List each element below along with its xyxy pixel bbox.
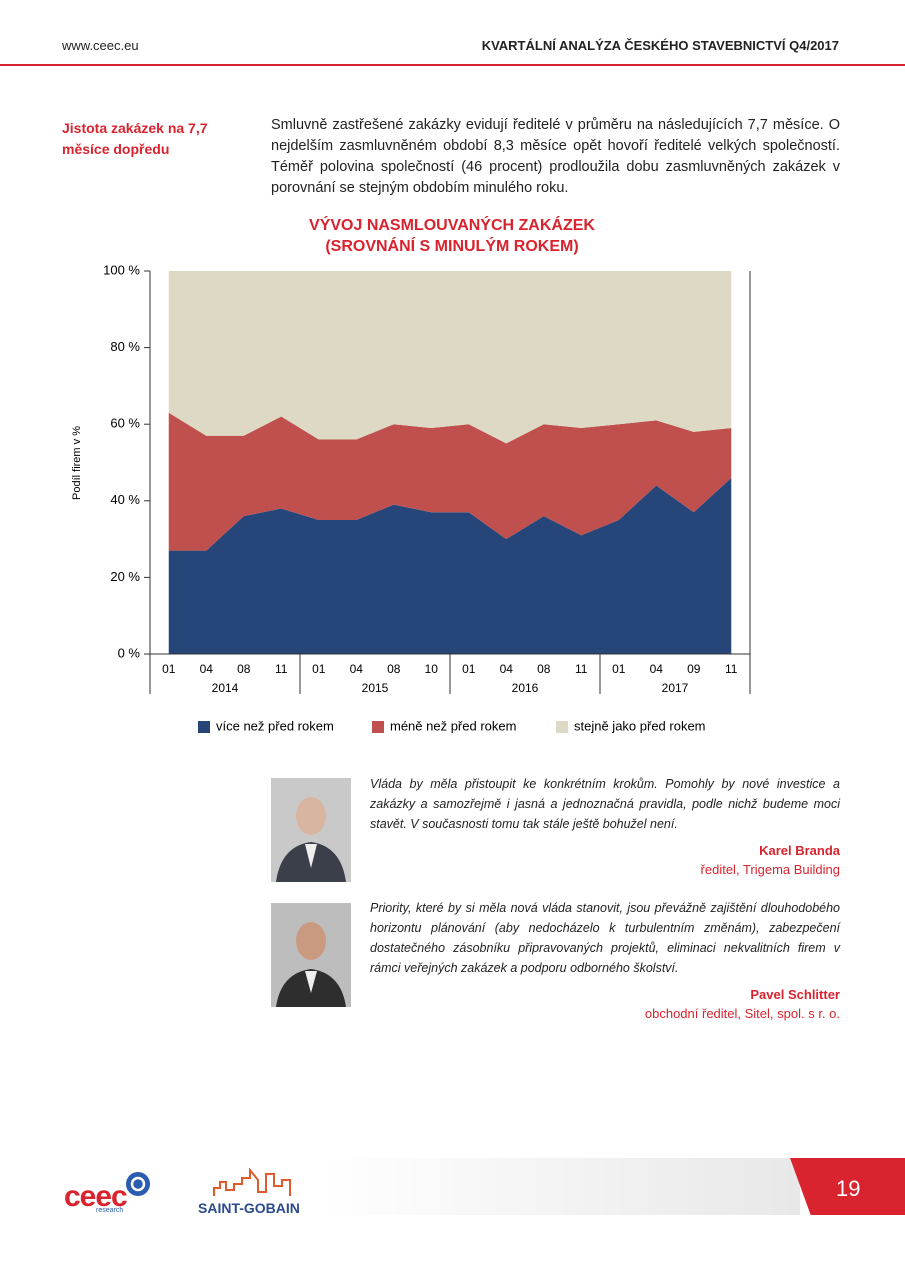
quote-role: obchodní ředitel, Sitel, spol. s r. o. — [644, 1006, 840, 1021]
y-axis-label: Podíl firem v % — [71, 426, 83, 500]
y-tick-label: 20 % — [110, 569, 140, 584]
legend-label: méně než před rokem — [390, 718, 516, 733]
chart-subtitle: (SROVNÁNÍ S MINULÝM ROKEM) — [325, 236, 578, 255]
portrait-photo — [271, 903, 351, 1007]
ceec-logo: ceec — [64, 1180, 128, 1213]
x-tick-label: 08 — [537, 662, 551, 676]
y-tick-label: 60 % — [110, 416, 140, 431]
site-url: www.ceec.eu — [62, 38, 139, 53]
y-tick-label: 100 % — [103, 262, 140, 277]
x-tick-label: 11 — [725, 662, 738, 676]
x-tick-label: 10 — [425, 662, 439, 676]
y-tick-label: 0 % — [118, 645, 141, 660]
quote-author: Karel Branda — [759, 843, 840, 858]
partner-logo: SAINT-GOBAIN — [198, 1200, 300, 1216]
partner-logo-mark — [213, 1168, 291, 1196]
chart: VÝVOJ NASMLOUVANÝCH ZAKÁZEK (SROVNÁNÍ S … — [71, 215, 751, 733]
page-box — [790, 1158, 905, 1215]
year-label: 2015 — [362, 681, 389, 695]
x-tick-label: 08 — [237, 662, 251, 676]
legend-swatch — [372, 721, 384, 733]
x-tick-label: 04 — [500, 662, 514, 676]
x-tick-label: 01 — [612, 662, 626, 676]
quote-text: Vláda by měla přistoupit ke konkrétním k… — [370, 777, 840, 831]
area — [168, 412, 732, 551]
area — [168, 477, 732, 654]
ceec-logo-sub: research — [96, 1207, 124, 1214]
footer-band — [320, 1158, 800, 1215]
section-heading: Jistota zakázek na 7,7 měsíce dopředu — [62, 120, 208, 157]
legend-swatch — [198, 721, 210, 733]
x-tick-label: 01 — [462, 662, 476, 676]
legend-swatch — [556, 721, 568, 733]
legend-label: stejně jako před rokem — [574, 718, 706, 733]
x-tick-label: 01 — [312, 662, 326, 676]
x-tick-label: 11 — [275, 662, 288, 676]
quote-author: Pavel Schlitter — [750, 987, 840, 1002]
ceec-logo-mark — [126, 1172, 150, 1196]
header-title: KVARTÁLNÍ ANALÝZA ČESKÉHO STAVEBNICTVÍ Q… — [481, 38, 839, 53]
year-label: 2017 — [662, 681, 689, 695]
legend-label: více než před rokem — [216, 718, 334, 733]
portrait-photo — [271, 778, 351, 882]
x-tick-label: 01 — [162, 662, 176, 676]
x-tick-label: 08 — [387, 662, 401, 676]
paragraph: Smluvně zastřešené zakázky evidují ředit… — [271, 117, 840, 196]
page-number: 19 — [836, 1176, 861, 1201]
header-rule — [0, 64, 905, 66]
x-tick-label: 04 — [350, 662, 364, 676]
chart-title: VÝVOJ NASMLOUVANÝCH ZAKÁZEK — [309, 215, 595, 234]
y-tick-label: 40 % — [110, 492, 140, 507]
quote-role: ředitel, Trigema Building — [700, 862, 840, 877]
quote-text: Priority, které by si měla nová vláda st… — [370, 901, 840, 975]
x-tick-label: 11 — [575, 662, 588, 676]
x-tick-label: 04 — [200, 662, 214, 676]
x-tick-label: 04 — [650, 662, 664, 676]
area — [168, 271, 732, 444]
y-tick-label: 80 % — [110, 339, 140, 354]
year-label: 2014 — [212, 681, 239, 695]
year-label: 2016 — [512, 681, 539, 695]
x-tick-label: 09 — [687, 662, 701, 676]
